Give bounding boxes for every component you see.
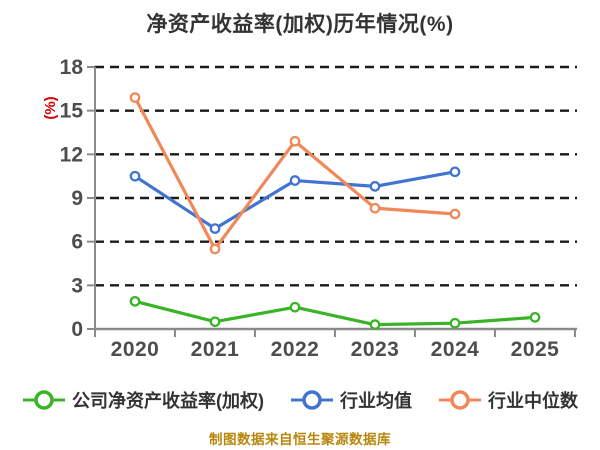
y-tick-label-0: 0 [71,318,83,341]
series-1-marker-1 [209,223,221,234]
series-line-0 [133,299,537,327]
x-tick-label-2021: 2021 [191,338,240,361]
series-0-marker-0 [129,295,141,307]
x-tick-label-2024: 2024 [431,338,480,361]
legend-item-2: 行业中位数 [438,386,578,414]
legend: 公司净资产收益率(加权) 行业均值 行业中位数 [0,386,600,414]
legend-item-1: 行业均值 [290,386,412,414]
y-tick-label-12: 12 [60,143,83,166]
x-tick-label-2025: 2025 [511,338,560,361]
x-tick-label-2022: 2022 [271,338,320,361]
series-2-marker-1 [209,243,221,255]
series-1-marker-3 [369,181,381,192]
y-tick-label-18: 18 [60,56,84,79]
series-0-marker-4 [449,317,461,329]
legend-item-label: 行业均值 [340,391,412,411]
legend-circle-marker-icon [302,390,322,410]
series-2-marker-0 [129,92,141,103]
line-circle-marker-icon [439,390,481,410]
y-tick-label-9: 9 [71,187,83,210]
y-tick-label-3: 3 [71,274,83,297]
series-line-2 [133,95,457,251]
series-2-marker-2 [289,135,301,147]
legend-circle-marker-icon [450,390,470,410]
x-tick-label-2023: 2023 [351,338,400,361]
series-1-marker-2 [289,175,301,186]
series-0-marker-2 [289,301,301,313]
series-0-marker-3 [369,319,381,330]
legend-circle-marker-icon [34,390,54,410]
series-2-marker-3 [369,202,381,214]
legend-item-label: 行业中位数 [488,391,578,411]
series-2-marker-4 [449,208,461,220]
legend-item-0: 公司净资产收益率(加权) [22,386,264,414]
line-circle-marker-icon [23,390,65,410]
legend-item-label: 公司净资产收益率(加权) [72,391,264,411]
series-0-marker-1 [209,316,221,328]
line-circle-marker-icon [291,390,333,410]
y-tick-label-6: 6 [71,231,83,254]
series-1-marker-0 [129,170,141,182]
series-1-marker-4 [449,166,461,178]
chart-title: 净资产收益率(加权)历年情况(%) [146,13,454,36]
y-tick-label-15: 15 [60,100,84,123]
x-tick-label-2020: 2020 [111,338,160,361]
data-source-caption: 制图数据来自恒生聚源数据库 [209,432,391,447]
series-0-marker-5 [529,312,541,323]
